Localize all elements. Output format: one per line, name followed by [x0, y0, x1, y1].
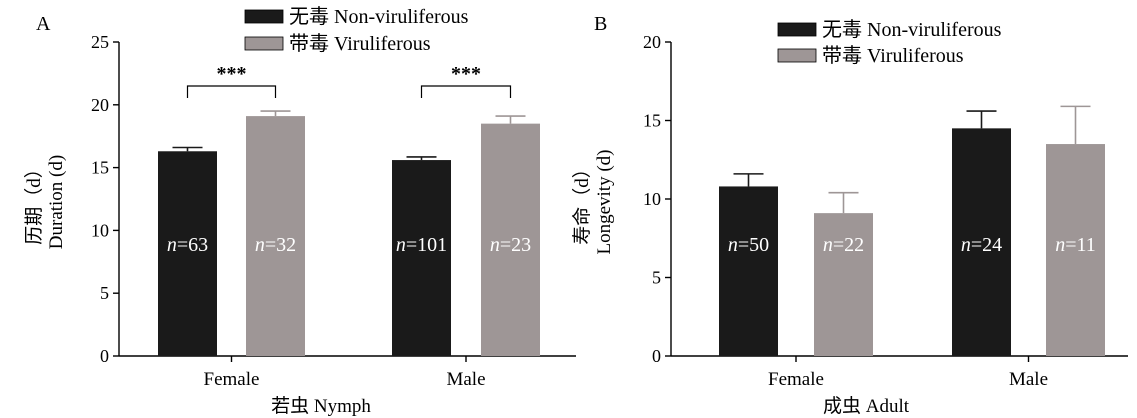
bar-nonviruliferous — [952, 128, 1011, 356]
n-label: n=32 — [255, 234, 296, 256]
y-tick-label: 15 — [91, 158, 109, 178]
n-label: n=101 — [396, 234, 447, 256]
y-tick-label: 20 — [643, 32, 661, 52]
x-axis-title: 若虫 Nymph — [271, 395, 371, 417]
legend-swatch — [777, 48, 817, 63]
legend-swatch — [244, 9, 284, 24]
legend-label: 无毒 Non-viruliferous — [289, 5, 469, 28]
n-label: n=22 — [823, 234, 864, 256]
panel-letter: B — [594, 13, 607, 35]
bar-viruliferous — [814, 213, 873, 356]
y-tick-label: 5 — [100, 283, 109, 303]
y-tick-label: 0 — [652, 346, 661, 366]
y-tick-label: 5 — [652, 268, 661, 288]
bar-nonviruliferous — [392, 160, 451, 356]
x-category-label: Female — [204, 369, 260, 390]
bar-nonviruliferous — [158, 151, 217, 356]
n-label: n=23 — [490, 234, 531, 256]
legend-label: 带毒 Viruliferous — [822, 44, 964, 67]
significance-label: *** — [451, 63, 481, 85]
n-label: n=63 — [167, 234, 208, 256]
y-axis-title: 历期（d） — [23, 159, 45, 245]
significance-bracket — [420, 85, 512, 98]
y-tick-label: 10 — [91, 220, 109, 240]
bar-viruliferous — [1046, 144, 1105, 356]
x-category-label: Female — [768, 369, 824, 390]
y-axis-title: Longevity (d) — [594, 149, 615, 254]
x-category-label: Male — [446, 369, 485, 390]
x-axis-title: 成虫 Adult — [823, 395, 910, 417]
bar-viruliferous — [481, 123, 540, 356]
y-tick-label: 15 — [643, 111, 661, 131]
bar-nonviruliferous — [719, 186, 778, 356]
legend-label: 带毒 Viruliferous — [289, 32, 431, 55]
y-axis-title: 寿命（d） — [571, 159, 593, 245]
y-tick-label: 0 — [100, 346, 109, 366]
bar-viruliferous — [246, 116, 305, 356]
y-tick-label: 10 — [643, 189, 661, 209]
y-tick-label: 20 — [91, 95, 109, 115]
n-label: n=24 — [961, 234, 1002, 256]
significance-bracket — [186, 85, 277, 98]
y-axis-title: Duration (d) — [46, 155, 67, 249]
legend-swatch — [777, 22, 817, 37]
significance-label: *** — [217, 63, 247, 85]
y-tick-label: 25 — [91, 32, 109, 52]
x-category-label: Male — [1009, 369, 1048, 390]
n-label: n=11 — [1055, 234, 1096, 256]
legend-swatch — [244, 36, 284, 51]
legend-label: 无毒 Non-viruliferous — [822, 18, 1002, 41]
panel-letter: A — [36, 13, 51, 35]
n-label: n=50 — [728, 234, 769, 256]
